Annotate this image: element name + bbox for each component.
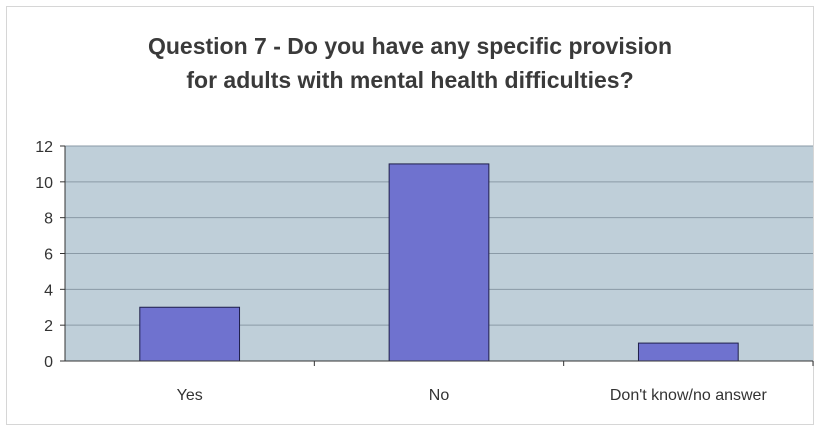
x-tick-label: No xyxy=(429,387,450,404)
x-tick-label: Yes xyxy=(177,387,203,404)
x-tick-label: Don't know/no answer xyxy=(610,387,768,404)
y-tick-label: 6 xyxy=(44,247,53,264)
y-tick-label: 8 xyxy=(44,211,53,228)
y-tick-label: 4 xyxy=(44,282,53,299)
y-tick-label: 10 xyxy=(35,175,53,192)
bar-don-t-know-no-answer xyxy=(638,343,738,361)
y-tick-label: 0 xyxy=(44,354,53,371)
bar-no xyxy=(389,164,489,361)
y-tick-label: 12 xyxy=(35,139,53,156)
y-tick-label: 2 xyxy=(44,318,53,335)
bar-yes xyxy=(140,307,240,361)
